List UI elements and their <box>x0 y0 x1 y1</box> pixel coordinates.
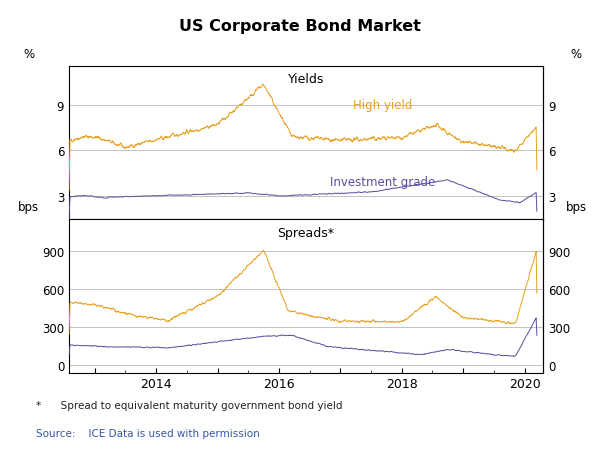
Text: %: % <box>23 48 34 61</box>
Text: Source:    ICE Data is used with permission: Source: ICE Data is used with permission <box>36 428 260 438</box>
Text: Investment grade: Investment grade <box>330 175 435 188</box>
Text: *      Spread to equivalent maturity government bond yield: * Spread to equivalent maturity governme… <box>36 400 343 411</box>
Text: bps: bps <box>566 201 587 214</box>
Text: bps: bps <box>18 201 39 214</box>
Text: US Corporate Bond Market: US Corporate Bond Market <box>179 19 421 33</box>
Text: %: % <box>571 48 582 61</box>
Text: High yield: High yield <box>353 99 413 112</box>
Text: Yields: Yields <box>288 73 324 86</box>
Text: Spreads*: Spreads* <box>277 226 335 239</box>
